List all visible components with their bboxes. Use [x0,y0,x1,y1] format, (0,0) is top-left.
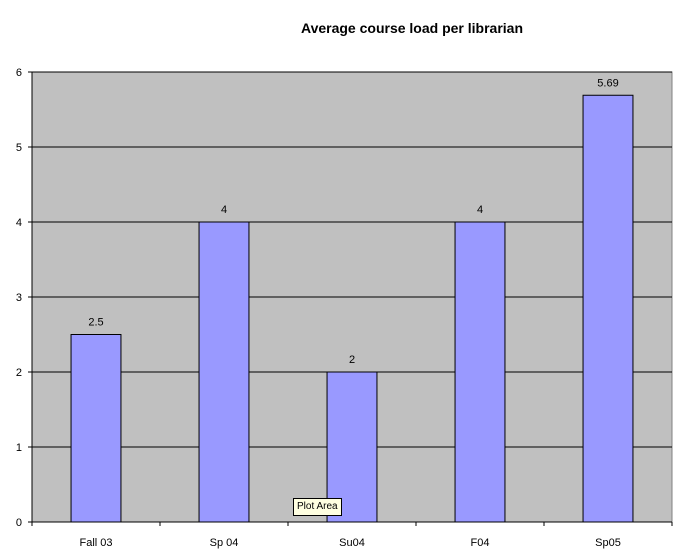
bar-sp05[interactable] [582,94,634,523]
x-axis: Fall 03 Sp 04 Su04 F04 Sp05 [31,521,673,549]
plot-area-tooltip: Plot Area [293,498,342,516]
y-axis: 0 1 2 3 4 5 6 [16,67,33,529]
bar-fall-03[interactable] [70,334,122,523]
y-tick-label: 5 [16,142,22,154]
x-tick-label: Sp05 [595,537,621,549]
data-label: 4 [221,204,227,216]
x-tick-label: F04 [471,537,490,549]
bar-sp-04[interactable] [198,221,250,523]
y-tick-label: 4 [16,217,22,229]
x-tick-label: Su04 [339,537,365,549]
y-tick-label: 6 [16,67,22,79]
y-tick-label: 0 [16,517,22,529]
chart-title: Average course load per librarian [301,20,523,36]
x-tick-label: Fall 03 [79,537,112,549]
y-tick-label: 3 [16,292,22,304]
data-labels: 2.5 4 2 4 5.69 [88,77,618,366]
data-label: 2 [349,354,355,366]
bar-su04[interactable] [326,371,378,523]
data-label: 2.5 [88,317,103,329]
data-label: 4 [477,204,483,216]
bars [70,94,634,523]
y-tick-label: 2 [16,367,22,379]
bar-f04[interactable] [454,221,506,523]
gridlines [32,71,672,448]
data-label: 5.69 [597,77,618,89]
x-tick-label: Sp 04 [210,537,239,549]
y-tick-label: 1 [16,442,22,454]
